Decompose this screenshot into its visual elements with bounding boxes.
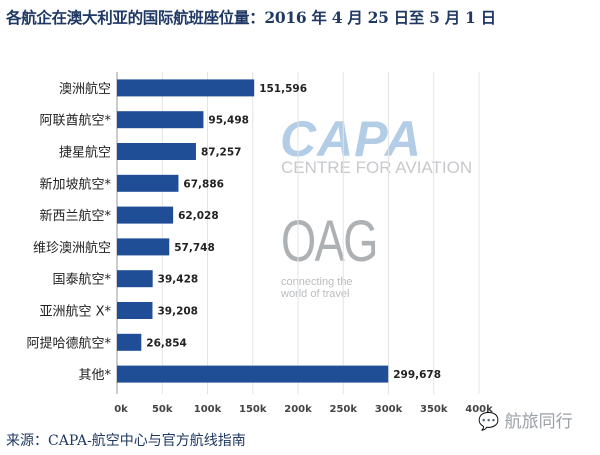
bar xyxy=(117,270,153,288)
category-label: 国泰航空* xyxy=(52,272,111,288)
x-tick-label: 350k xyxy=(420,404,448,415)
x-tick-label: 0k xyxy=(114,404,128,415)
x-tick-label: 300k xyxy=(375,404,403,415)
data-label: 299,678 xyxy=(393,369,441,381)
data-label: 39,208 xyxy=(157,306,198,318)
capa-logo-subtitle: CENTRE FOR AVIATION xyxy=(281,158,473,177)
x-tick-label: 50k xyxy=(152,404,173,415)
x-tick-label: 100k xyxy=(194,404,222,415)
bar xyxy=(117,238,170,256)
chart-title: 各航企在澳大利亚的国际航班座位量：2016 年 4 月 25 日至 5 月 1 … xyxy=(6,8,496,27)
data-label: 57,748 xyxy=(174,242,215,254)
category-label: 澳洲航空 xyxy=(59,81,111,97)
bar xyxy=(117,174,179,192)
data-label: 87,257 xyxy=(201,147,242,159)
category-label: 亚洲航空 X* xyxy=(39,304,111,320)
data-label: 95,498 xyxy=(208,115,249,127)
category-label: 阿提哈德航空* xyxy=(26,335,111,351)
category-label: 其他* xyxy=(78,368,111,383)
data-label: 62,028 xyxy=(178,210,219,222)
bar xyxy=(117,206,174,224)
watermark: 💬 航旅同行 xyxy=(478,407,573,432)
data-label: 26,854 xyxy=(146,337,187,349)
category-label: 维珍澳洲航空 xyxy=(33,240,111,256)
x-tick-label: 250k xyxy=(329,404,357,415)
bar xyxy=(117,333,142,351)
data-label: 151,596 xyxy=(259,83,307,95)
bar xyxy=(117,111,204,129)
category-label: 新西兰航空* xyxy=(39,208,111,224)
data-label: 67,886 xyxy=(183,178,224,190)
wechat-icon: 💬 xyxy=(478,412,500,432)
x-tick-label: 400k xyxy=(465,404,493,415)
category-label: 捷星航空 xyxy=(59,145,111,161)
x-tick-label: 200k xyxy=(284,404,312,415)
bar xyxy=(117,302,153,319)
bar xyxy=(117,365,389,383)
bar xyxy=(117,143,196,160)
source-note: 来源：CAPA-航空中心与官方航线指南 xyxy=(6,433,246,449)
category-label: 阿联酋航空* xyxy=(39,113,111,129)
watermark-text: 航旅同行 xyxy=(504,412,573,432)
x-tick-label: 150k xyxy=(239,404,267,415)
oag-logo: OAG xyxy=(281,209,378,274)
category-label: 新加坡航空* xyxy=(39,176,111,192)
bar xyxy=(117,79,255,97)
data-label: 39,428 xyxy=(158,274,199,286)
capa-logo: CAPA xyxy=(280,111,422,167)
